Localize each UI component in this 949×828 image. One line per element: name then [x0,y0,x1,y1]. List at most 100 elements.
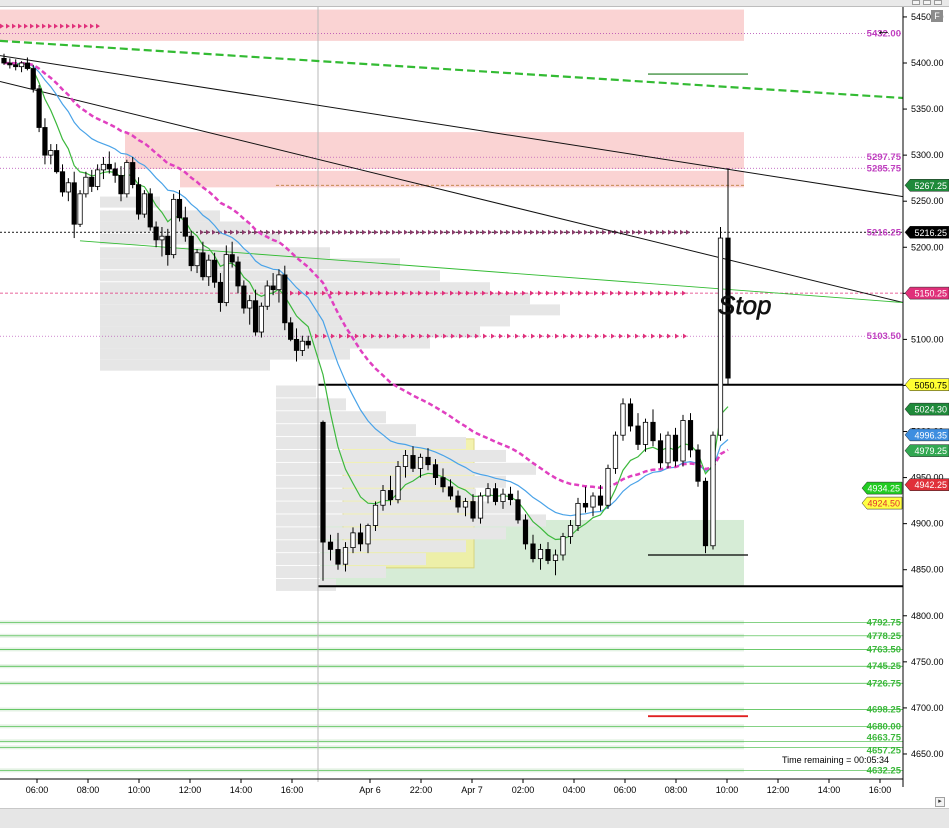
candle-body [485,488,491,497]
candle-body [395,466,401,501]
maximize-window-button[interactable] [923,0,931,5]
time-tick-label: 02:00 [512,785,535,795]
level-arrow-marker [554,229,558,235]
price-chart[interactable]: 4650.00 4700.00 4750.00 4800.00 4850.00 4900.… [0,7,949,808]
candle-body [252,300,259,333]
candle-body [182,217,188,237]
level-arrow-marker [595,333,599,339]
scroll-right-button[interactable]: ▸ [935,797,945,807]
price-tick-label: 5200.00 [911,242,944,252]
level-arrow-marker [644,229,648,235]
price-tick-label: 4700.00 [911,703,944,713]
price-marker-label: 5050.75 [914,380,947,390]
level-arrow-marker [560,229,564,235]
candle-body [335,549,341,565]
candle-body [515,499,521,521]
level-arrow-marker [467,333,471,339]
level-arrow-marker [674,290,678,296]
level-arrow-marker [610,290,614,296]
price-axis: 4650.00 4700.00 4750.00 4800.00 4850.00 4900.… [902,7,944,787]
level-arrow-marker [491,333,495,339]
candle-body [229,254,235,263]
price-marker-label: 5024.30 [914,405,947,415]
volume-profile-layer [100,196,560,591]
price-marker-badge [904,478,949,491]
level-arrow-marker [350,229,354,235]
price-level-label: 5103.50 [867,331,901,342]
level-arrow-marker [394,290,398,296]
candle-body [387,490,394,501]
level-arrow-marker [635,333,639,339]
level-arrow-marker [452,229,456,235]
level-arrow-marker [428,229,432,235]
level-arrow-marker [434,229,438,235]
candle-body [258,305,265,333]
candle-body [118,174,124,195]
level-arrow-marker [48,23,52,29]
time-tick-label: 04:00 [563,785,586,795]
level-arrow-marker [392,229,396,235]
level-arrow-marker [572,229,576,235]
candle-body [365,525,371,545]
level-arrow-marker [536,229,540,235]
candle-body [500,493,506,502]
level-arrow-marker [362,290,366,296]
price-tick-label: 4850.00 [911,565,944,575]
candle-body [537,549,544,560]
price-marker-badge [904,428,949,442]
level-arrow-marker [66,23,70,29]
volume-profile-bar [276,540,466,553]
level-arrow-marker [272,229,276,235]
level-arrow-marker [547,333,551,339]
level-arrow-marker [634,290,638,296]
level-arrow-marker [523,333,527,339]
candle-body [194,252,200,267]
bottom-status-bar [0,808,949,828]
candle-body [18,62,25,68]
time-tick-label: 14:00 [230,785,253,795]
level-arrow-marker [442,290,446,296]
level-arrow-marker [242,229,246,235]
level-arrow-marker [200,229,204,235]
price-marker-badge [904,226,949,239]
level-arrow-marker [338,229,342,235]
price-level-label: 4698.25 [867,705,902,716]
candle-body [425,456,431,466]
time-tick-label: 10:00 [128,785,151,795]
candle-body [665,434,671,464]
minimize-window-button[interactable] [912,0,920,5]
candle-body [672,434,679,462]
price-tick-label: 4950.00 [911,473,944,483]
volume-profile-bar [100,293,530,305]
level-arrow-marker [459,333,463,339]
level-arrow-marker [18,23,22,29]
candle-body [153,226,159,241]
price-marker-badge [904,444,949,457]
level-arrow-marker [470,229,474,235]
candle-body [135,184,142,215]
trendline [79,240,904,303]
time-tick-label: 08:00 [77,785,100,795]
level-arrow-marker [555,333,559,339]
format-icon[interactable]: F [931,10,943,22]
candle-body [642,421,649,445]
level-arrow-marker [302,229,306,235]
level-arrow-marker [566,229,570,235]
back-arrow-icon[interactable]: ← [876,22,891,39]
candle-body [432,464,439,478]
time-axis: 06:00 08:00 10:00 12:00 14:00 16:00 Apr 6 22:00… [0,778,903,795]
candle-body [410,455,416,469]
level-arrow-marker [206,229,210,235]
level-arrow-marker [84,23,88,29]
candle-body [702,480,709,547]
candle-body [7,62,13,66]
close-window-button[interactable] [934,0,942,5]
volume-profile-bar [100,304,560,316]
volume-profile-bar [276,488,476,501]
level-arrow-marker [434,290,438,296]
candle-body [320,421,326,543]
level-arrow-marker [331,333,335,339]
level-arrow-marker [675,333,679,339]
price-tick-label: 5250.00 [911,196,944,206]
volume-profile-bar [276,566,386,579]
